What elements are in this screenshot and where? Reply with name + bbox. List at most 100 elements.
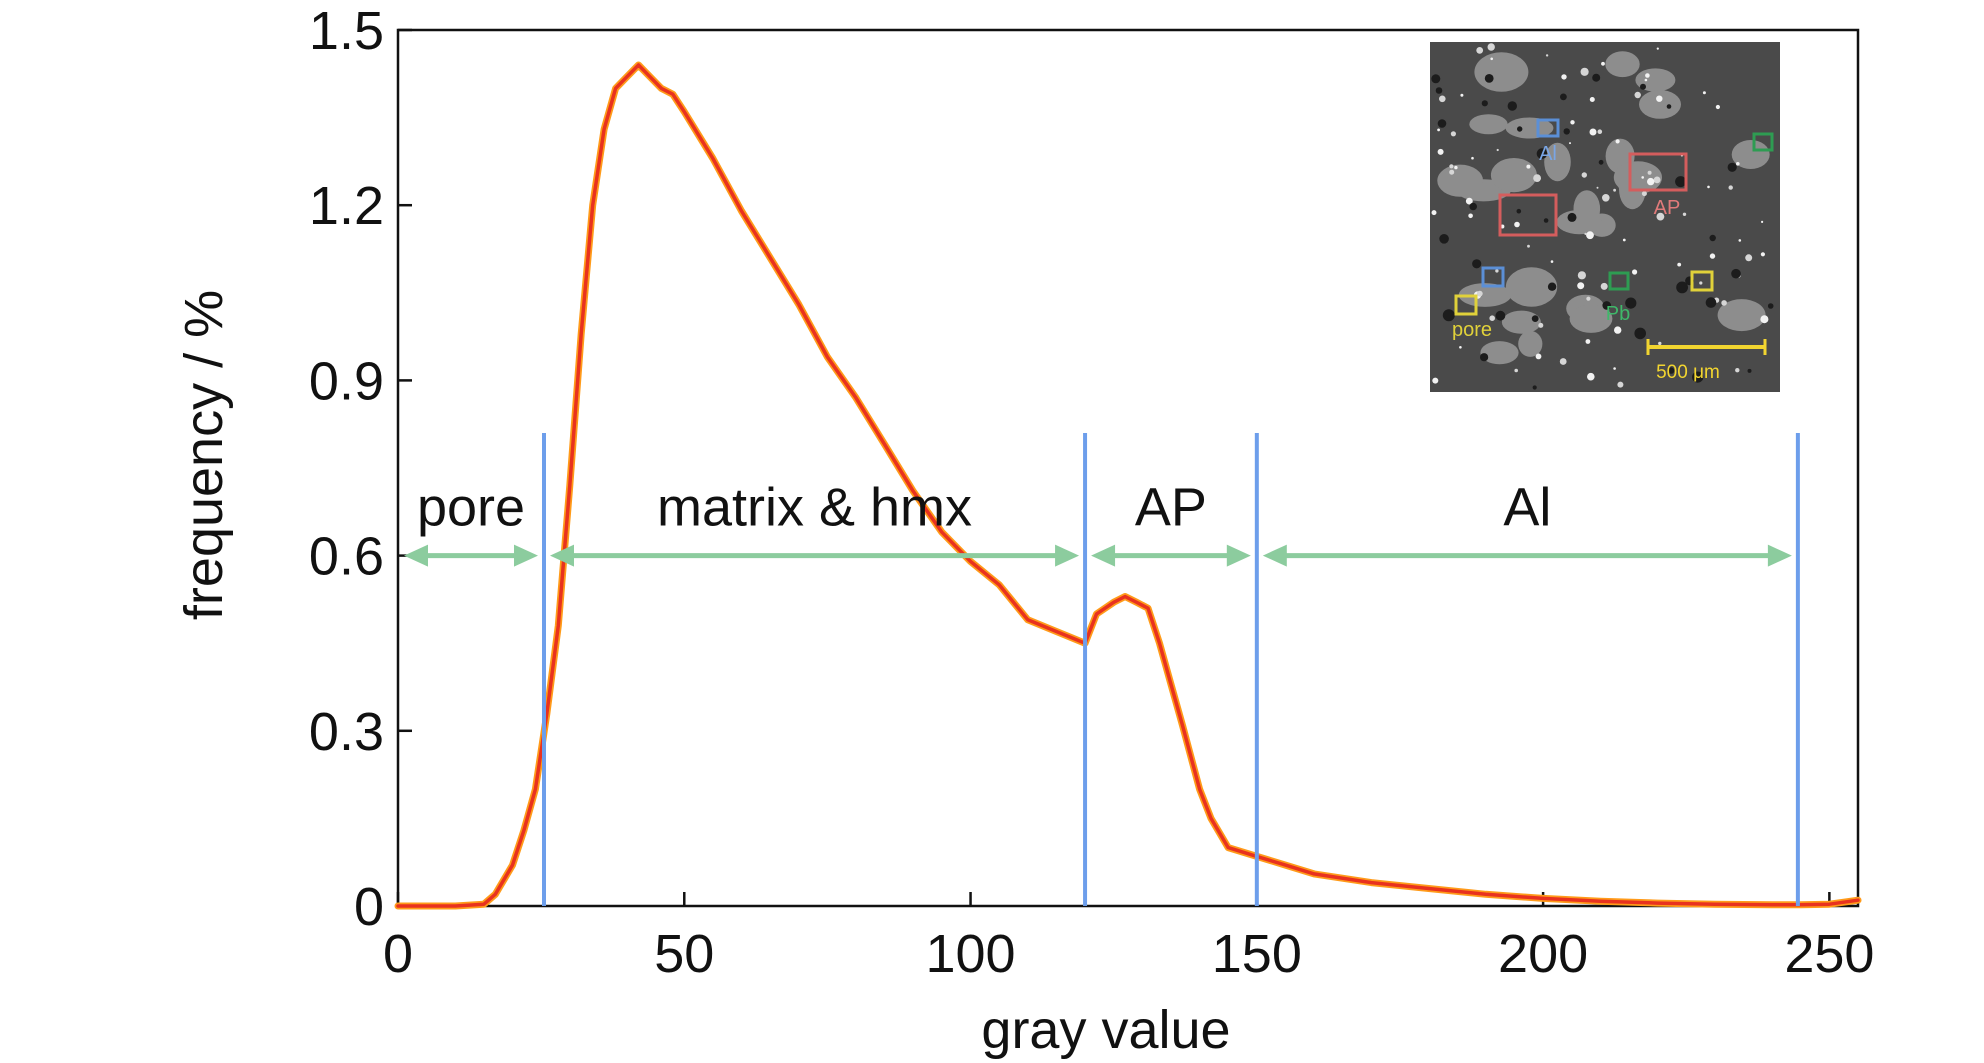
micrograph-particle: [1514, 368, 1518, 373]
micrograph-pore: [1507, 101, 1517, 111]
micrograph-pore: [1517, 126, 1523, 132]
micrograph-pore: [1435, 87, 1443, 94]
boundary-layer: [542, 432, 1800, 906]
micrograph-particle: [1656, 95, 1663, 102]
micrograph-texture: [1431, 43, 1774, 390]
micrograph-grain: [1731, 140, 1770, 169]
micrograph-particle: [1622, 238, 1626, 242]
micrograph-pore: [1666, 104, 1672, 109]
micrograph-grain: [1505, 117, 1554, 139]
micrograph-particle: [1514, 221, 1520, 228]
micrograph-particle: [1439, 95, 1446, 103]
micrograph-particle: [1471, 156, 1474, 160]
ap-marker-box: [1628, 152, 1688, 192]
micrograph-pore: [1640, 83, 1646, 90]
al-marker-box: [1536, 118, 1560, 138]
micrograph-grain: [1569, 304, 1613, 333]
micrograph-pore: [1484, 74, 1494, 83]
micrograph-pore: [1516, 208, 1522, 214]
micrograph-particle: [1586, 296, 1591, 301]
x-tick-label: 150: [1212, 924, 1302, 984]
micrograph-grain: [1474, 52, 1529, 92]
micrograph-particle: [1715, 104, 1720, 110]
micrograph-particle: [1735, 368, 1740, 373]
inset-label-pb: Pb: [1606, 303, 1630, 325]
x-tick-label: 50: [654, 924, 714, 984]
micrograph-pore: [1592, 73, 1601, 82]
micrograph-particle: [1449, 164, 1454, 169]
series-line: [396, 63, 1860, 908]
micrograph-particle: [1634, 91, 1641, 99]
micrograph-pore: [1547, 282, 1557, 291]
inset-label-ap: AP: [1654, 197, 1681, 219]
micrograph-particle: [1587, 372, 1595, 381]
micrograph-particle: [1596, 186, 1599, 189]
micrograph-particle: [1495, 269, 1499, 273]
micrograph-particle: [1745, 254, 1753, 262]
pore-marker-box: [1454, 294, 1478, 316]
micrograph-particle: [1601, 61, 1605, 66]
micrograph-particle: [1647, 177, 1655, 186]
micrograph-particle: [1550, 260, 1554, 263]
micrograph-particle: [1559, 358, 1567, 365]
x-tick-label: 200: [1498, 924, 1588, 984]
micrograph-particle: [1460, 93, 1464, 97]
micrograph-particle: [1489, 315, 1495, 322]
y-tick-label: 1.2: [309, 176, 384, 236]
micrograph-pore: [1602, 301, 1611, 310]
micrograph-particle: [1682, 212, 1687, 216]
y-axis-label: frequency / %: [174, 290, 234, 620]
micrograph-grain: [1437, 164, 1484, 197]
micrograph-particle: [1431, 210, 1437, 216]
micrograph-pore: [1469, 202, 1477, 211]
micrograph-grain: [1556, 210, 1602, 235]
micrograph-inset: Al AP pore Pb 500 μm: [1430, 42, 1780, 392]
micrograph-particle: [1580, 67, 1589, 76]
y-tick-label: 0.3: [309, 702, 384, 762]
micrograph-particle: [1617, 381, 1624, 388]
micrograph-grain: [1469, 114, 1508, 135]
micrograph-particle: [1645, 73, 1650, 78]
micrograph-particle: [1760, 315, 1769, 324]
region-label: Al: [1503, 478, 1551, 538]
micrograph-particle: [1597, 129, 1603, 134]
micrograph-particle: [1728, 185, 1733, 190]
micrograph-pore: [1472, 259, 1482, 269]
y-tick-label: 1.5: [309, 1, 384, 61]
micrograph-grain: [1480, 341, 1519, 365]
region-label: matrix & hmx: [657, 478, 972, 538]
micrograph-pore: [1731, 268, 1741, 279]
micrograph-particle: [1533, 174, 1541, 183]
region-arrow-head-right: [1226, 544, 1251, 567]
region-arrow-head-right: [514, 544, 538, 567]
micrograph-pore: [1481, 100, 1488, 107]
micrograph-particle: [1535, 353, 1542, 360]
micrograph-particle: [1653, 176, 1661, 184]
micrograph-particle: [1496, 148, 1499, 152]
micrograph-particle: [1487, 43, 1495, 51]
micrograph-pore: [1480, 353, 1489, 362]
region-label: pore: [417, 478, 525, 538]
micrograph-pore: [1439, 234, 1449, 244]
micrograph-particle: [1738, 239, 1742, 242]
micrograph-particle: [1476, 290, 1483, 297]
inset-label-pore: pore: [1452, 319, 1492, 341]
micrograph-particle: [1586, 231, 1594, 240]
micrograph-particle: [1613, 188, 1616, 192]
micrograph-particle: [1437, 148, 1444, 155]
micrograph-particle: [1585, 339, 1591, 344]
micrograph-particle: [1709, 253, 1716, 259]
micrograph-particle: [1449, 169, 1455, 175]
micrograph-particle: [1632, 269, 1638, 275]
micrograph-particle: [1490, 57, 1493, 61]
micrograph-pore: [1543, 218, 1549, 223]
region-arrow-head-right: [1767, 544, 1792, 567]
micrograph-particle: [1577, 282, 1585, 290]
micrograph-pore: [1676, 281, 1688, 294]
micrograph-particle: [1589, 128, 1597, 136]
micrograph-particle: [1721, 300, 1727, 306]
region-arrow-head-left: [550, 544, 574, 567]
scale-bar-label: 500 μm: [1656, 362, 1720, 383]
region-label: AP: [1135, 478, 1207, 538]
